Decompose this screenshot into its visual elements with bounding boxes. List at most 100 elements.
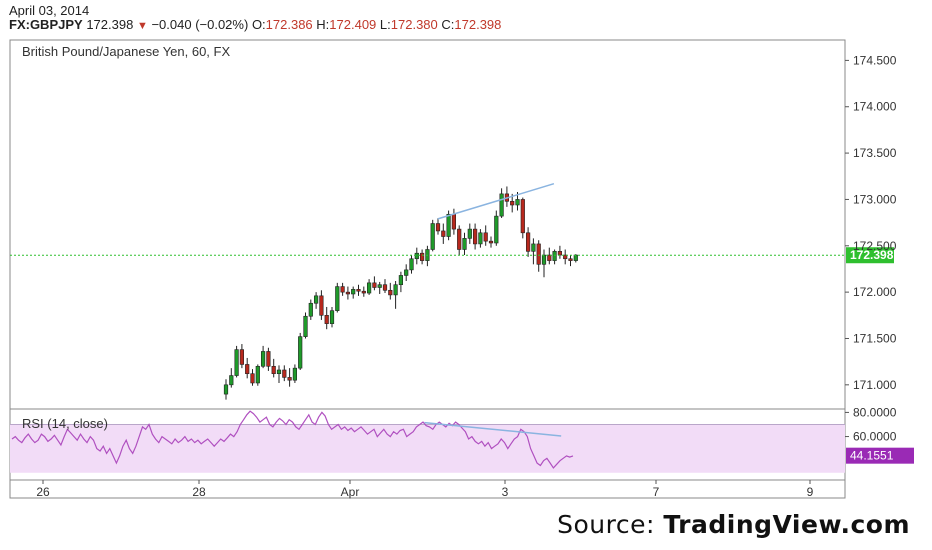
- candle-body: [298, 336, 303, 369]
- last-price-badge: [846, 247, 894, 264]
- candle-body: [372, 282, 377, 288]
- price-tick-label: 171.500: [853, 331, 897, 345]
- candle-body: [568, 258, 573, 261]
- source-name: TradingView.com: [663, 510, 910, 539]
- candle-body: [446, 213, 451, 237]
- rsi-band: [10, 424, 845, 473]
- candle-body: [435, 223, 441, 232]
- candle-body: [271, 365, 276, 375]
- candle-body: [229, 375, 234, 386]
- candle-body: [239, 349, 245, 365]
- price-tick-label: 171.000: [853, 378, 897, 392]
- source-label: Source:: [557, 510, 655, 539]
- candle-body: [282, 369, 287, 378]
- candle-body: [563, 254, 568, 260]
- rsi-trendline: [424, 421, 562, 437]
- close-label: C:: [441, 17, 455, 32]
- price-trendline: [437, 182, 555, 220]
- candle-body: [260, 351, 266, 367]
- rsi-title: RSI (14, close): [22, 416, 108, 431]
- last-price-label: 172.398: [850, 248, 894, 262]
- candle-body: [557, 251, 562, 256]
- quote-line: FX:GBPJPY 172.398 ▼ −0.040 (−0.02%) O:17…: [9, 17, 501, 32]
- source-credit: Source: TradingView.com: [557, 510, 910, 539]
- rsi-line: [11, 410, 574, 469]
- candle-body: [552, 251, 557, 261]
- candle-body: [234, 349, 239, 376]
- time-tick-label: 26: [36, 485, 50, 499]
- candle-body: [536, 243, 541, 265]
- price-tick-label: 172.000: [853, 285, 897, 299]
- candle-body: [441, 230, 446, 237]
- candle-body: [472, 228, 478, 245]
- candle-body: [340, 286, 345, 293]
- close-value: 172.398: [454, 17, 502, 32]
- candle-body: [388, 289, 393, 296]
- candle-body: [404, 269, 409, 276]
- rsi-tick-label: 60.0000: [853, 430, 897, 444]
- candle-body: [276, 369, 282, 375]
- candle-body: [520, 199, 525, 234]
- candle-body: [525, 232, 531, 252]
- candle-body: [488, 240, 494, 244]
- candle-body: [255, 365, 260, 384]
- candle-body: [430, 223, 435, 250]
- candle-body: [494, 215, 499, 244]
- candle-body: [287, 377, 292, 381]
- candle-body: [356, 289, 361, 292]
- candle-body: [266, 351, 271, 367]
- candle-body: [499, 193, 504, 217]
- candle-body: [398, 275, 404, 286]
- candle-body: [308, 302, 313, 317]
- candle-body: [366, 282, 372, 294]
- candle-body: [462, 238, 467, 250]
- candle-body: [541, 254, 547, 265]
- rsi-value-badge: [846, 447, 914, 464]
- candle-body: [467, 228, 472, 239]
- down-triangle-icon: ▼: [136, 20, 148, 32]
- low-value: 172.380: [390, 17, 438, 32]
- candle-body: [345, 291, 351, 295]
- candle-body: [531, 243, 536, 252]
- price-tick-label: 173.000: [853, 192, 897, 206]
- candle-body: [245, 364, 250, 375]
- price-change: −0.040 (−0.02%): [151, 17, 249, 32]
- time-tick-label: Apr: [341, 485, 360, 499]
- low-label: L:: [379, 17, 391, 32]
- candle-body: [382, 284, 388, 291]
- time-tick-label: 3: [502, 485, 509, 499]
- candle-body: [223, 384, 229, 395]
- price-tick-label: 174.500: [853, 53, 897, 67]
- candle-body: [319, 295, 324, 316]
- high-label: H:: [316, 17, 330, 32]
- time-tick-label: 7: [653, 485, 660, 499]
- candle-body: [451, 213, 457, 230]
- candle-body: [292, 367, 298, 381]
- chart-date: April 03, 2014: [9, 3, 90, 18]
- candle-body: [478, 232, 483, 245]
- candle-body: [409, 258, 414, 271]
- candle-body: [250, 373, 255, 384]
- candle-body: [419, 252, 425, 261]
- candle-body: [313, 295, 319, 304]
- price-tick-label: 174.000: [853, 100, 897, 114]
- price-tick-label: 173.500: [853, 146, 897, 160]
- time-tick-label: 9: [807, 485, 814, 499]
- rsi-tick-label: 80.0000: [853, 405, 897, 419]
- open-value: 172.386: [265, 17, 313, 32]
- candle-body: [457, 228, 462, 250]
- candle-body: [351, 289, 356, 295]
- candle-body: [573, 254, 578, 261]
- price-tick-label: 172.500: [853, 239, 897, 253]
- time-tick-label: 28: [192, 485, 206, 499]
- candle-body: [483, 232, 488, 242]
- candle-body: [510, 200, 515, 206]
- open-label: O:: [251, 17, 266, 32]
- last-price: 172.398: [86, 17, 134, 32]
- candle-body: [303, 315, 308, 337]
- candle-body: [515, 199, 520, 206]
- candle-body: [324, 315, 329, 324]
- symbol-label[interactable]: FX:GBPJPY: [9, 17, 83, 32]
- candle-body: [393, 284, 398, 296]
